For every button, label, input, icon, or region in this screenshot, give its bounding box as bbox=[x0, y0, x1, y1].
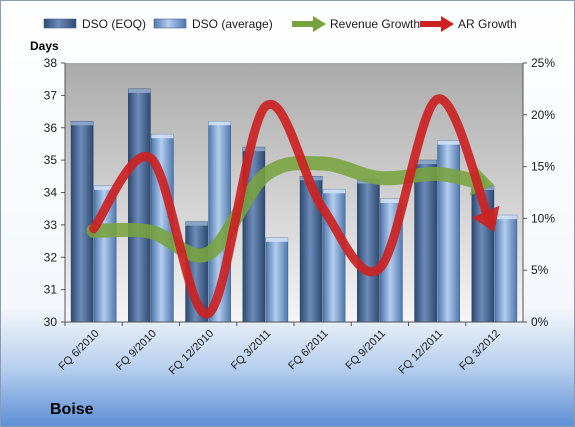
bar-top-dso-average bbox=[265, 237, 288, 242]
legend-label: DSO (average) bbox=[192, 17, 273, 31]
revenue-growth-line bbox=[86, 155, 487, 263]
bar-top-dso-average bbox=[437, 140, 460, 145]
bar-dso-average bbox=[265, 237, 289, 323]
bar-top-dso-average bbox=[151, 134, 174, 139]
legend-label: DSO (EOQ) bbox=[82, 17, 146, 31]
y-ticks-right: 0% 5% 10% 15% 20% 25% bbox=[523, 56, 555, 329]
y-tick-label: 30 bbox=[44, 315, 58, 329]
ar-growth-arrowhead bbox=[471, 205, 500, 232]
legend-swatch-arrowhead bbox=[441, 16, 454, 32]
y-axis-label: Days bbox=[30, 39, 59, 53]
y-tick-label: 38 bbox=[44, 56, 58, 70]
y-tick-label: 33 bbox=[44, 218, 58, 232]
legend-label: AR Growth bbox=[458, 17, 517, 31]
bar-dso-average bbox=[494, 214, 518, 323]
bar-top-dso-eoq bbox=[185, 221, 208, 226]
y-tick-label: 34 bbox=[44, 186, 58, 200]
legend-swatch bbox=[153, 18, 187, 29]
legend-swatch-arrowhead bbox=[313, 16, 326, 32]
bar-top-dso-average bbox=[494, 215, 517, 220]
y-tick-label: 37 bbox=[44, 88, 58, 102]
legend: DSO (EOQ) DSO (average) Revenue Growth AR G… bbox=[43, 16, 517, 32]
bar-top-dso-eoq bbox=[71, 121, 94, 126]
y2-tick-label: 0% bbox=[531, 315, 549, 329]
bar-top-dso-average bbox=[380, 198, 403, 203]
bar-dso-eoq bbox=[70, 120, 94, 323]
lines-layer bbox=[86, 94, 500, 319]
bar-dso-eoq bbox=[414, 159, 437, 323]
y-tick-label: 32 bbox=[44, 250, 58, 264]
y-ticks-left: 30 31 32 33 34 35 36 37 38 bbox=[44, 56, 65, 329]
bar-dso-eoq bbox=[128, 88, 151, 323]
y2-tick-label: 15% bbox=[531, 160, 555, 174]
bar-top-dso-average bbox=[94, 186, 117, 191]
y-tick-label: 35 bbox=[44, 153, 58, 167]
y-tick-label: 31 bbox=[44, 283, 58, 297]
bar-top-dso-eoq bbox=[414, 160, 437, 165]
legend-swatch bbox=[43, 18, 77, 29]
ar-growth-line bbox=[89, 94, 493, 319]
y2-tick-label: 20% bbox=[531, 108, 555, 122]
bar-top-dso-eoq bbox=[128, 88, 151, 93]
bar-top-dso-average bbox=[323, 189, 346, 194]
y2-tick-label: 10% bbox=[531, 211, 555, 225]
y2-tick-label: 5% bbox=[531, 263, 549, 277]
bar-top-dso-average bbox=[208, 121, 231, 126]
legend-label: Revenue Growth bbox=[330, 17, 420, 31]
bar-dso-eoq bbox=[357, 179, 380, 323]
y2-tick-label: 25% bbox=[531, 56, 555, 70]
y-tick-label: 36 bbox=[44, 121, 58, 135]
company-label: Boise bbox=[50, 401, 94, 418]
